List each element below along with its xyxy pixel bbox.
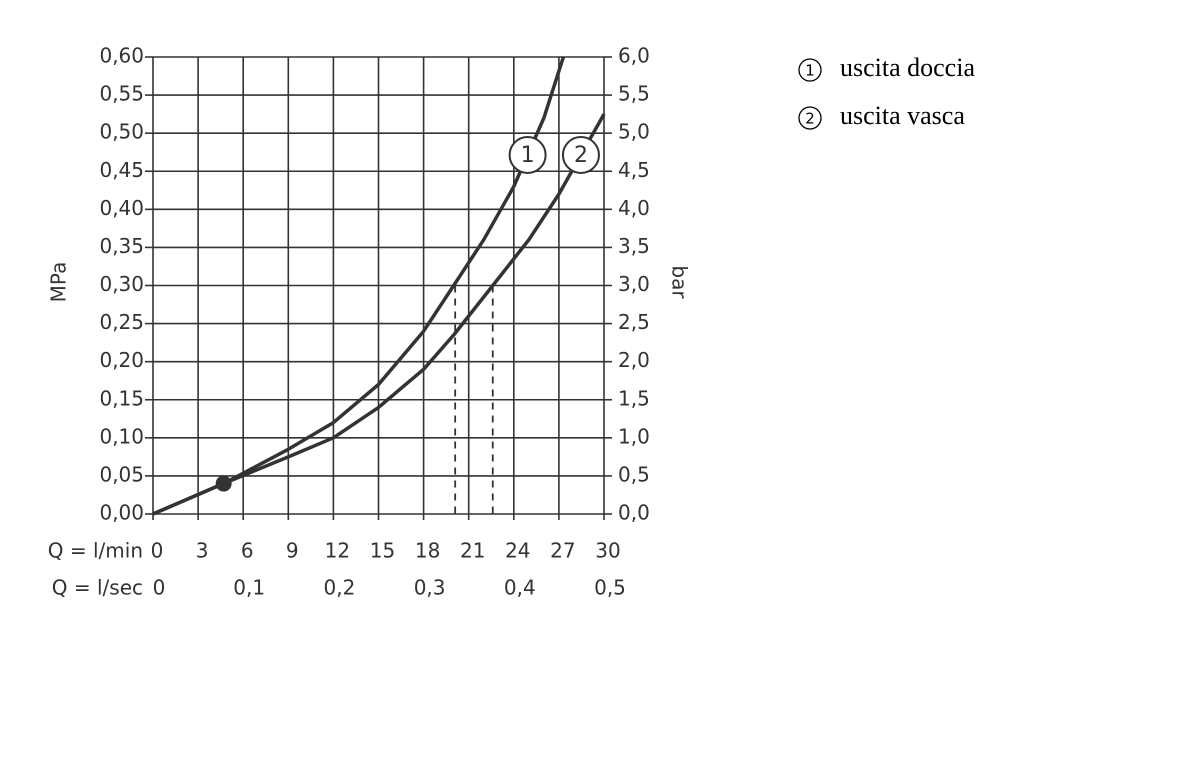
- x2-tick-label: 0,5: [594, 576, 626, 600]
- y-tick-label: 0,50: [99, 120, 144, 144]
- x-tick-label: 3: [196, 539, 209, 563]
- x2-tick-label: 0,2: [323, 576, 355, 600]
- y2-tick-label: 3,0: [618, 272, 650, 296]
- x-tick-label: 15: [370, 539, 395, 563]
- y2-axis-label: bar: [668, 265, 692, 299]
- legend-symbol: [798, 106, 822, 130]
- curve-label: 1: [521, 143, 535, 168]
- y-tick-label: 0,60: [99, 44, 144, 68]
- x-tick-label: 18: [415, 539, 440, 563]
- y2-tick-label: 5,5: [618, 82, 650, 106]
- y2-tick-label: 4,5: [618, 158, 650, 182]
- legend-symbol-label: 2: [805, 110, 815, 128]
- legend-entry: uscita vasca: [840, 101, 965, 130]
- line: [152, 113, 606, 516]
- y2-tick-label: 3,5: [618, 234, 650, 258]
- x-tick-label: 12: [325, 539, 350, 563]
- x-tick-label: 30: [595, 539, 620, 563]
- y-tick-label: 0,20: [99, 348, 144, 372]
- x2-tick-label: 0,4: [504, 576, 536, 600]
- legend-symbol-label: 1: [805, 62, 815, 80]
- x-axis-label: Q = l/min: [48, 539, 143, 563]
- y-tick-label: 0,45: [99, 158, 144, 182]
- y2-tick-label: 1,5: [618, 386, 650, 410]
- legend-entry: uscita doccia: [840, 53, 975, 82]
- y2-tick-label: 2,0: [618, 348, 650, 372]
- y2-tick-label: 0,5: [618, 462, 650, 486]
- x2-tick-label: 0,1: [233, 576, 265, 600]
- y-tick-label: 0,40: [99, 196, 144, 220]
- y-tick-label: 0,25: [99, 310, 144, 334]
- y-tick-label: 0,00: [99, 501, 144, 525]
- curve-label-circle: [561, 136, 600, 174]
- y-tick-label: 0,35: [99, 234, 144, 258]
- y-tick-label: 0,55: [99, 82, 144, 106]
- x-tick-label: 0: [151, 539, 164, 563]
- x2-axis-label: Q = l/sec: [52, 576, 143, 600]
- y-tick-label: 0,15: [99, 386, 144, 410]
- y-tick-label: 0,30: [99, 272, 144, 296]
- y-axis-label: MPa: [47, 262, 71, 303]
- x2-tick-label: 0,3: [414, 576, 446, 600]
- curve-label-circle: [508, 136, 547, 174]
- x-tick-label: 6: [241, 539, 254, 563]
- x-tick-label: 9: [286, 539, 299, 563]
- x-tick-label: 21: [460, 539, 485, 563]
- x2-tick-label: 0: [153, 576, 166, 600]
- y2-tick-label: 2,5: [618, 310, 650, 334]
- y2-tick-label: 6,0: [618, 44, 650, 68]
- x-tick-label: 24: [505, 539, 530, 563]
- y-tick-label: 0,10: [99, 424, 144, 448]
- y2-tick-label: 4,0: [618, 196, 650, 220]
- curve-label: 2: [574, 143, 588, 168]
- y2-tick-label: 0,0: [618, 501, 650, 525]
- y-tick-label: 0,05: [99, 462, 144, 486]
- y2-tick-label: 1,0: [618, 424, 650, 448]
- x-tick-label: 27: [550, 539, 575, 563]
- marker: [215, 475, 232, 492]
- y2-tick-label: 5,0: [618, 120, 650, 144]
- legend-symbol: [798, 58, 822, 82]
